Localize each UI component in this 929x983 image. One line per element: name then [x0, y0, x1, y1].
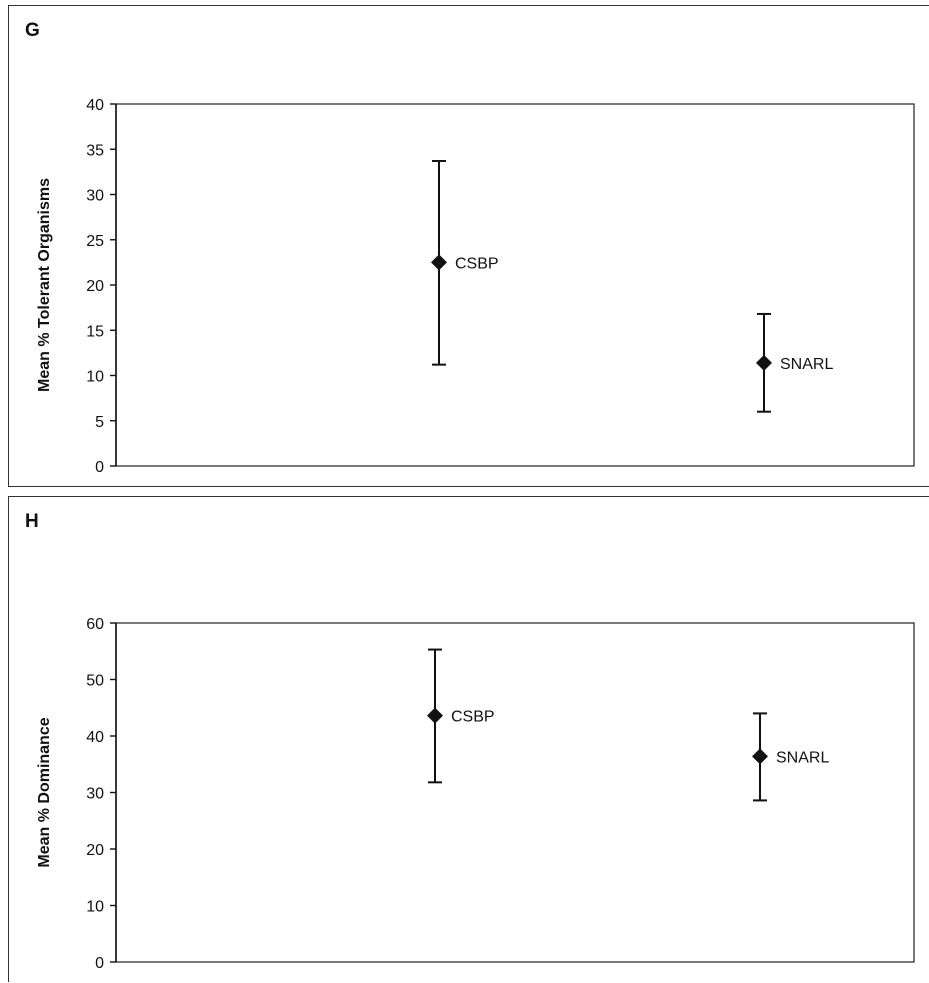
plot-area	[115, 103, 915, 467]
y-tick-label: 0	[95, 459, 104, 476]
y-tick-label: 40	[86, 97, 104, 114]
y-tick-label: 15	[86, 323, 104, 340]
plot-area	[115, 622, 915, 963]
data-label-snarl: SNARL	[776, 749, 829, 766]
y-tick-label: 40	[86, 729, 104, 746]
data-label-csbp: CSBP	[455, 255, 499, 272]
y-axis-label: Mean % Dominance	[36, 717, 53, 867]
y-tick-label: 60	[86, 616, 104, 633]
y-tick-label: 20	[86, 278, 104, 295]
data-point-csbp	[431, 254, 447, 271]
data-point-csbp	[427, 707, 443, 724]
y-tick-label: 35	[86, 142, 104, 159]
panel-letter-g: G	[25, 20, 40, 41]
y-tick-label: 0	[95, 955, 104, 972]
y-tick-label: 5	[95, 414, 104, 431]
y-tick-label: 30	[86, 188, 104, 205]
chart-panel-h: H 0 10 20 30 40 50 60 Mean % Dominance CSBP SNARL	[8, 496, 929, 982]
chart-g-svg: 0 5 10 15 20 25 30 35 40 Mean % Tolerant Organism…	[36, 97, 915, 476]
data-point-snarl	[752, 748, 768, 765]
y-tick-label: 20	[86, 842, 104, 859]
y-tick-label: 10	[86, 369, 104, 386]
y-tick-label: 10	[86, 899, 104, 916]
y-tick-label: 25	[86, 233, 104, 250]
data-label-csbp: CSBP	[451, 709, 495, 726]
y-axis-label: Mean % Tolerant Organisms	[36, 178, 53, 392]
data-point-snarl	[756, 354, 772, 371]
panel-letter-h: H	[25, 511, 39, 532]
y-tick-label: 50	[86, 673, 104, 690]
chart-h-svg: 0 10 20 30 40 50 60 Mean % Dominance CSBP SNARL	[36, 616, 915, 972]
chart-panel-g: G 0 5 10 15 20 25 30 35 40 Mean % Tolerant Organi…	[8, 5, 929, 487]
data-label-snarl: SNARL	[780, 356, 833, 373]
y-tick-label: 30	[86, 786, 104, 803]
